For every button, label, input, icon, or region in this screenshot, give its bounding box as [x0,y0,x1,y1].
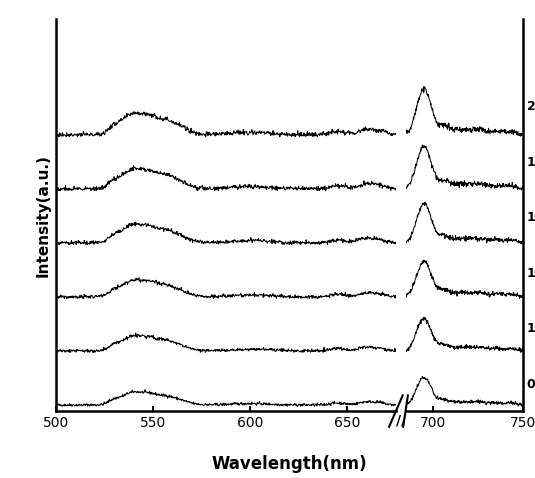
Text: 0.68W: 0.68W [527,379,535,391]
Text: Wavelength(nm): Wavelength(nm) [212,455,368,473]
Text: 2.38W: 2.38W [527,100,535,113]
Text: 1.94W: 1.94W [527,156,535,169]
Text: 1.34W: 1.34W [527,267,535,280]
Text: 1.65W: 1.65W [527,211,535,224]
Text: 1.01W: 1.01W [527,322,535,335]
Y-axis label: Intensity(a.u.): Intensity(a.u.) [36,153,51,277]
Text: //: // [395,413,406,427]
